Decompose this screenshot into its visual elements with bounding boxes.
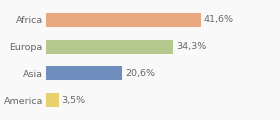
Text: 41,6%: 41,6% xyxy=(204,15,234,24)
Text: 34,3%: 34,3% xyxy=(176,42,207,51)
Text: 3,5%: 3,5% xyxy=(62,96,86,105)
Bar xyxy=(46,40,173,54)
Text: 20,6%: 20,6% xyxy=(125,69,155,78)
Bar xyxy=(46,93,59,107)
Bar xyxy=(46,13,200,27)
Bar xyxy=(46,66,122,80)
